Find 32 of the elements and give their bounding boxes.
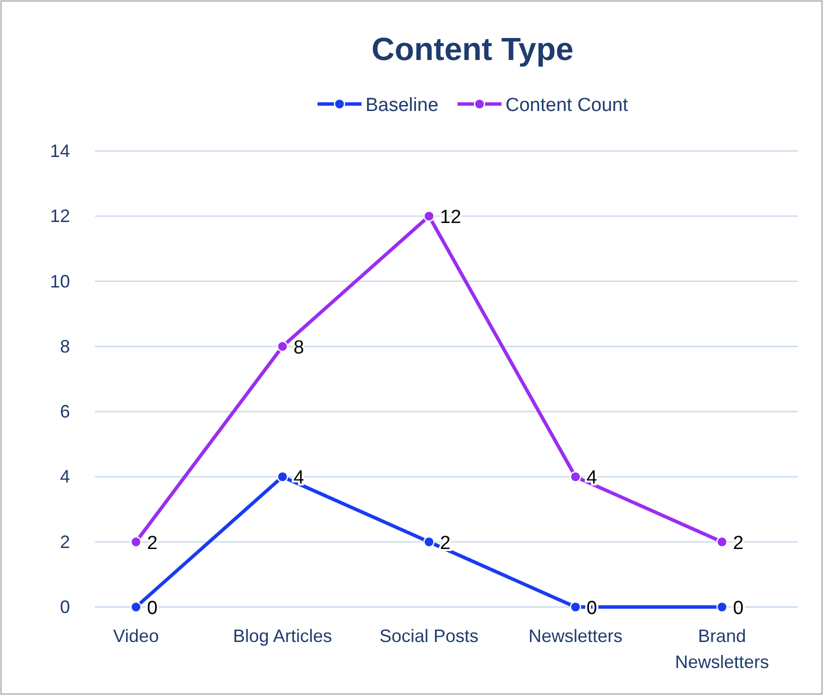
y-tick-label: 6 (60, 402, 70, 422)
point (423, 210, 435, 222)
point (716, 536, 728, 548)
x-tick-label: Newsletters (528, 626, 623, 646)
legend-label: Content Count (506, 95, 629, 116)
data-label: 0 (733, 598, 744, 619)
point (423, 536, 435, 548)
y-tick-label: 2 (60, 532, 70, 552)
x-tick-label: Social Posts (379, 626, 479, 646)
y-tick-label: 10 (50, 271, 70, 292)
point (130, 601, 142, 613)
point (130, 536, 142, 548)
x-tick-label: Blog Articles (232, 626, 332, 646)
y-tick-label: 8 (60, 336, 70, 356)
point (276, 340, 288, 352)
point (570, 471, 582, 482)
y-tick-label: 0 (60, 597, 70, 617)
x-tick-label: Video (113, 626, 159, 646)
point (716, 601, 728, 613)
data-label: 0 (147, 598, 158, 619)
data-label: 2 (147, 532, 158, 554)
legend-label: Baseline (366, 95, 438, 116)
data-label: 12 (440, 207, 462, 228)
point (570, 601, 582, 613)
y-tick-label: 12 (50, 206, 70, 226)
data-label: 2 (733, 532, 744, 554)
y-tick-label: 4 (60, 466, 70, 487)
x-tick-label: Brand Newsletters (674, 626, 770, 672)
data-label: 8 (294, 337, 304, 358)
chart-title: Content Type (371, 31, 574, 67)
y-tick-label: 14 (50, 141, 70, 161)
point (276, 471, 288, 482)
